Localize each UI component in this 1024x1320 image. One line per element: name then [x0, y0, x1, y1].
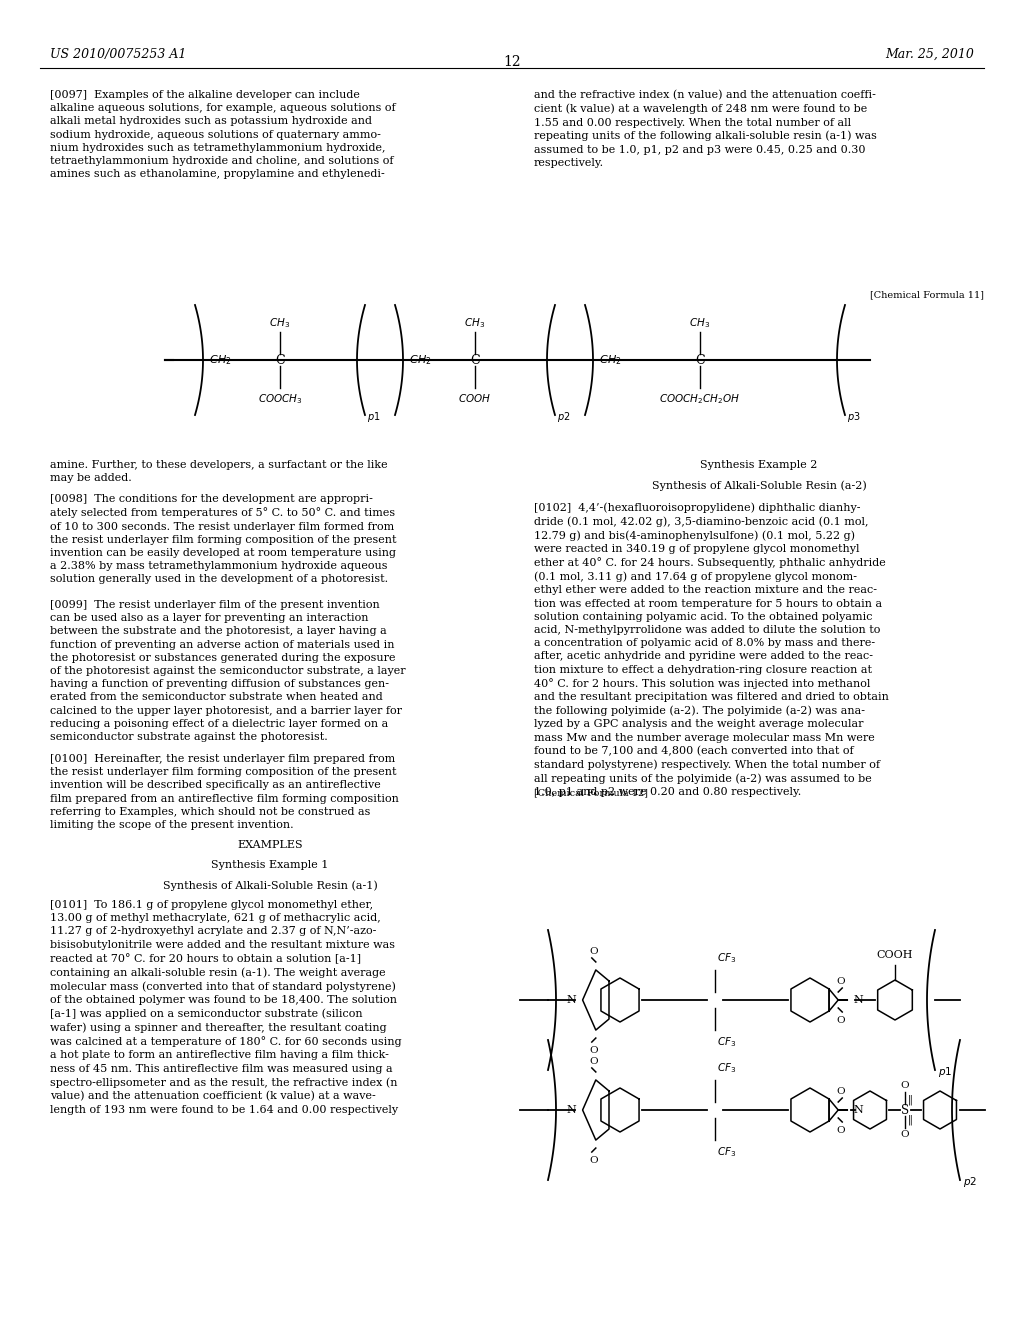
Text: Mar. 25, 2010: Mar. 25, 2010	[885, 48, 974, 61]
Text: C: C	[470, 354, 480, 367]
Text: [0099]  The resist underlayer film of the present invention
can be used also as : [0099] The resist underlayer film of the…	[50, 601, 406, 742]
Text: C: C	[695, 354, 705, 367]
Text: [0098]  The conditions for the development are appropri-
ately selected from tem: [0098] The conditions for the developmen…	[50, 494, 396, 585]
Text: $-CH_2-$: $-CH_2-$	[200, 354, 243, 367]
Text: $p3$: $p3$	[847, 411, 860, 424]
Text: [Chemical Formula 12]: [Chemical Formula 12]	[534, 788, 648, 797]
Text: $CF_3$: $CF_3$	[717, 1035, 736, 1049]
Text: O: O	[590, 1156, 598, 1166]
Text: [0102]  4,4’-(hexafluoroisopropylidene) diphthalic dianhy-
dride (0.1 mol, 42.02: [0102] 4,4’-(hexafluoroisopropylidene) d…	[534, 502, 889, 797]
Text: $COOH$: $COOH$	[459, 392, 492, 404]
Text: O: O	[901, 1130, 909, 1139]
Text: O: O	[590, 1045, 598, 1055]
Text: EXAMPLES: EXAMPLES	[238, 840, 303, 850]
Text: S: S	[901, 1104, 909, 1117]
Text: [Chemical Formula 11]: [Chemical Formula 11]	[870, 290, 984, 300]
Text: $p1$: $p1$	[367, 411, 381, 424]
Text: N: N	[853, 1105, 863, 1115]
Text: ‖: ‖	[908, 1115, 912, 1125]
Text: $-CH_2-$: $-CH_2-$	[400, 354, 443, 367]
Text: COOH: COOH	[877, 950, 913, 960]
Text: amine. Further, to these developers, a surfactant or the like
may be added.: amine. Further, to these developers, a s…	[50, 459, 388, 483]
Text: [0100]  Hereinafter, the resist underlayer film prepared from
the resist underla: [0100] Hereinafter, the resist underlaye…	[50, 754, 399, 830]
Text: Synthesis of Alkali-Soluble Resin (a-2): Synthesis of Alkali-Soluble Resin (a-2)	[651, 480, 866, 491]
Text: O: O	[836, 1086, 845, 1096]
Text: [0101]  To 186.1 g of propylene glycol monomethyl ether,
13.00 g of methyl metha: [0101] To 186.1 g of propylene glycol mo…	[50, 900, 401, 1114]
Text: $COOCH_3$: $COOCH_3$	[258, 392, 302, 405]
Text: O: O	[836, 1126, 845, 1135]
Text: $p2$: $p2$	[963, 1175, 977, 1189]
Text: N: N	[567, 995, 577, 1005]
Text: and the refractive index (n value) and the attenuation coeffi-
cient (k value) a: and the refractive index (n value) and t…	[534, 90, 877, 168]
Text: O: O	[590, 1057, 598, 1067]
Text: C: C	[275, 354, 285, 367]
Text: $CH_3$: $CH_3$	[465, 317, 485, 330]
Text: Synthesis of Alkali-Soluble Resin (a-1): Synthesis of Alkali-Soluble Resin (a-1)	[163, 880, 378, 891]
Text: $COOCH_2CH_2OH$: $COOCH_2CH_2OH$	[659, 392, 740, 405]
Text: $p2$: $p2$	[557, 411, 570, 424]
Text: US 2010/0075253 A1: US 2010/0075253 A1	[50, 48, 186, 61]
Text: [0097]  Examples of the alkaline developer can include
alkaline aqueous solution: [0097] Examples of the alkaline develope…	[50, 90, 395, 180]
Text: $-CH_2-$: $-CH_2-$	[590, 354, 633, 367]
Text: $CH_3$: $CH_3$	[269, 317, 291, 330]
Text: O: O	[836, 977, 845, 986]
Text: $CF_3$: $CF_3$	[717, 1061, 736, 1074]
Text: $CH_3$: $CH_3$	[689, 317, 711, 330]
Text: N: N	[567, 1105, 577, 1115]
Text: N: N	[853, 995, 863, 1005]
Text: Synthesis Example 1: Synthesis Example 1	[211, 861, 329, 870]
Text: $p1$: $p1$	[938, 1065, 952, 1078]
Text: $CF_3$: $CF_3$	[717, 952, 736, 965]
Text: O: O	[836, 1016, 845, 1026]
Text: O: O	[590, 946, 598, 956]
Text: ‖: ‖	[908, 1094, 912, 1105]
Text: Synthesis Example 2: Synthesis Example 2	[700, 459, 818, 470]
Text: $CF_3$: $CF_3$	[717, 1144, 736, 1159]
Text: 12: 12	[503, 55, 521, 69]
Text: O: O	[901, 1081, 909, 1090]
